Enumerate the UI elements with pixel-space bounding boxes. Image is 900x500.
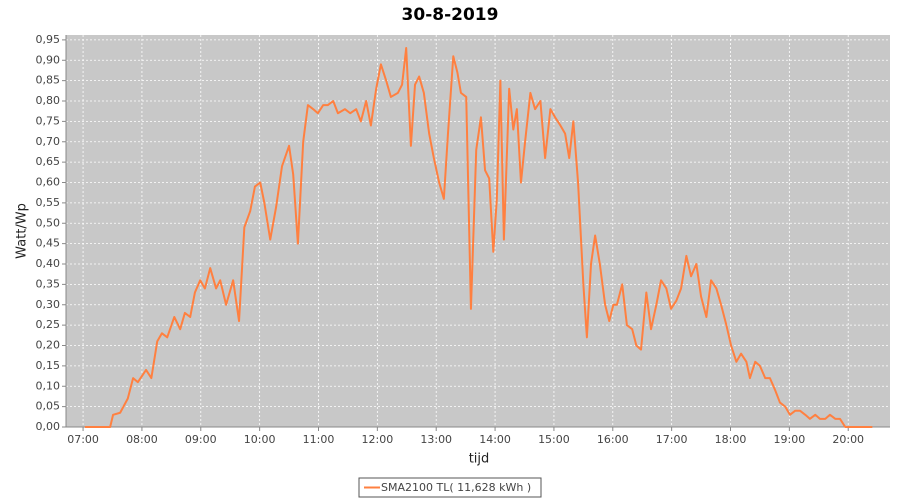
y-tick-label: 0,45 <box>36 237 61 250</box>
y-tick-label: 0,40 <box>36 257 61 270</box>
y-tick-label: 0,60 <box>36 176 61 189</box>
plot-layer: 0,00 0,05 0,10 0,15 0,20 0,25 0,30 0,35 0,40 0,45… <box>36 33 890 446</box>
y-tick-label: 0,55 <box>36 196 61 209</box>
x-tick-label: 08:00 <box>126 433 158 446</box>
y-tick-label: 0,65 <box>36 155 61 168</box>
y-tick-label: 0,35 <box>36 277 61 290</box>
y-tick-label: 0,25 <box>36 318 61 331</box>
legend-box <box>358 477 542 498</box>
x-tick-label: 09:00 <box>185 433 217 446</box>
x-tick-label: 15:00 <box>538 433 570 446</box>
y-axis-title: Watt/Wp <box>15 203 30 259</box>
y-tick-label: 0,05 <box>36 400 61 413</box>
x-tick-label: 13:00 <box>420 433 452 446</box>
x-axis-title: tijd <box>469 452 490 467</box>
y-tick-label: 0,30 <box>36 298 61 311</box>
chart-title: 30-8-2019 <box>402 5 499 25</box>
x-tick-label: 19:00 <box>774 433 806 446</box>
y-tick-label: 0,50 <box>36 216 61 229</box>
y-tick-label: 0,90 <box>36 53 61 66</box>
x-tick-label: 17:00 <box>656 433 688 446</box>
x-tick-label: 18:00 <box>715 433 747 446</box>
plot-area <box>66 35 890 427</box>
x-tick-label: 07:00 <box>67 433 99 446</box>
x-tick-label: 10:00 <box>244 433 276 446</box>
x-tick-label: 14:00 <box>479 433 511 446</box>
legend: SMA2100 TL( 11,628 kWh ) <box>358 477 542 498</box>
y-tick-label: 0,75 <box>36 114 61 127</box>
x-tick-label: 11:00 <box>303 433 335 446</box>
legend-label: SMA2100 TL( 11,628 kWh ) <box>381 481 531 494</box>
y-tick-label: 0,70 <box>36 135 61 148</box>
y-tick-label: 0,10 <box>36 379 61 392</box>
y-tick-label: 0,00 <box>36 420 61 433</box>
x-tick-label: 16:00 <box>597 433 629 446</box>
x-tick-label: 12:00 <box>362 433 394 446</box>
y-tick-label: 0,15 <box>36 359 61 372</box>
x-tick-label: 20:00 <box>832 433 864 446</box>
y-tick-label: 0,80 <box>36 94 61 107</box>
y-tick-label: 0,85 <box>36 74 61 87</box>
y-tick-label: 0,95 <box>36 33 61 46</box>
series-line <box>84 47 873 428</box>
y-tick-label: 0,20 <box>36 339 61 352</box>
